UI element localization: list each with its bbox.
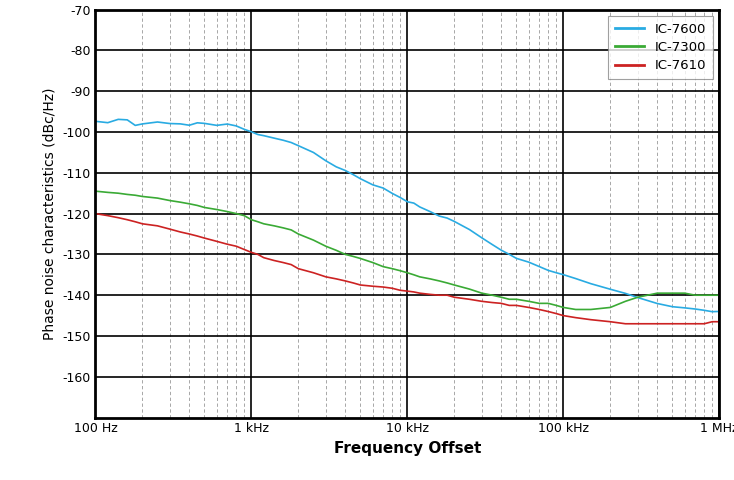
IC-7300 (715, 292, 724, 298)
IC-7610 (497, 300, 506, 306)
IC-7600 (505, 252, 514, 257)
Line: IC-7600: IC-7600 (95, 120, 719, 312)
IC-7610 (621, 321, 630, 326)
IC-7300 (497, 294, 506, 300)
IC-7600 (715, 309, 724, 314)
IC-7300 (270, 223, 279, 229)
IC-7600 (91, 119, 100, 124)
Line: IC-7300: IC-7300 (95, 191, 719, 310)
IC-7610 (708, 319, 716, 324)
IC-7300 (368, 260, 377, 265)
IC-7300 (708, 292, 716, 298)
IC-7610 (388, 286, 396, 291)
IC-7610 (270, 258, 279, 264)
IC-7600 (259, 133, 268, 139)
IC-7600 (396, 195, 404, 201)
Legend: IC-7600, IC-7300, IC-7610: IC-7600, IC-7300, IC-7610 (608, 16, 713, 79)
IC-7300 (388, 266, 396, 272)
IC-7600 (279, 137, 288, 143)
IC-7300 (91, 188, 100, 194)
IC-7610 (368, 283, 377, 289)
X-axis label: Frequency Offset: Frequency Offset (334, 441, 481, 456)
IC-7600 (700, 307, 708, 313)
IC-7600 (379, 185, 388, 191)
IC-7610 (91, 211, 100, 216)
Line: IC-7610: IC-7610 (95, 214, 719, 324)
IC-7300 (253, 219, 262, 225)
Y-axis label: Phase noise characteristics (dBc/Hz): Phase noise characteristics (dBc/Hz) (43, 87, 57, 340)
IC-7300 (571, 307, 580, 312)
IC-7600 (708, 309, 716, 314)
IC-7610 (715, 319, 724, 324)
IC-7600 (114, 117, 123, 122)
IC-7610 (253, 252, 262, 257)
